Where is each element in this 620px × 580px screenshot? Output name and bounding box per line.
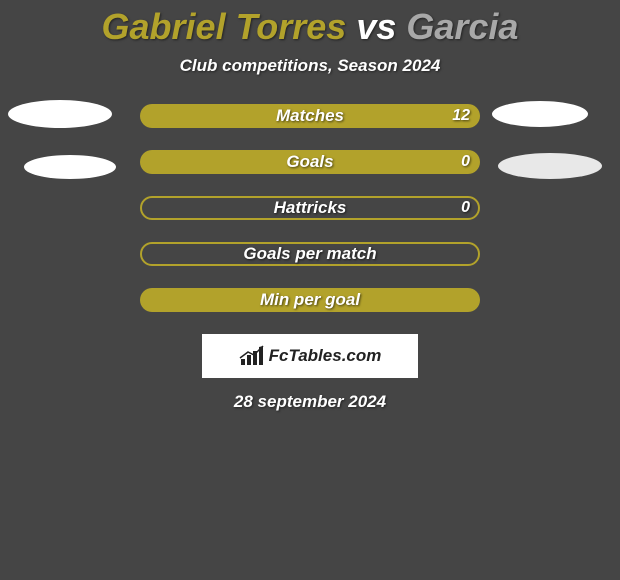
subtitle: Club competitions, Season 2024 xyxy=(0,56,620,76)
stat-value: 0 xyxy=(461,153,470,171)
stat-label: Goals xyxy=(286,152,333,172)
stat-value: 0 xyxy=(461,199,470,217)
logo-text: FcTables.com xyxy=(269,346,382,366)
logo-box: FcTables.com xyxy=(202,334,418,378)
stat-bars: Matches 12 Goals 0 Hattricks 0 Goals per match… xyxy=(140,104,480,312)
stat-label: Min per goal xyxy=(260,290,360,310)
bars-icon xyxy=(239,345,265,367)
decor-ellipse-left-top xyxy=(8,100,112,128)
decor-ellipse-right-top xyxy=(492,101,588,127)
stat-label: Goals per match xyxy=(243,244,376,264)
date-text: 28 september 2024 xyxy=(0,392,620,412)
stat-row: Min per goal xyxy=(140,288,480,312)
stat-row: Goals per match xyxy=(140,242,480,266)
decor-ellipse-left-bottom xyxy=(24,155,116,179)
decor-ellipse-right-bottom xyxy=(498,153,602,179)
player1-name: Gabriel Torres xyxy=(102,6,347,47)
chart-stage: Matches 12 Goals 0 Hattricks 0 Goals per match… xyxy=(0,104,620,312)
stat-row: Goals 0 xyxy=(140,150,480,174)
stat-value: 12 xyxy=(452,107,470,125)
stat-row: Hattricks 0 xyxy=(140,196,480,220)
comparison-title: Gabriel Torres vs Garcia xyxy=(0,6,620,48)
stat-label: Matches xyxy=(276,106,344,126)
stat-row: Matches 12 xyxy=(140,104,480,128)
vs-text: vs xyxy=(356,6,396,47)
stat-label: Hattricks xyxy=(274,198,347,218)
player2-name: Garcia xyxy=(406,6,518,47)
